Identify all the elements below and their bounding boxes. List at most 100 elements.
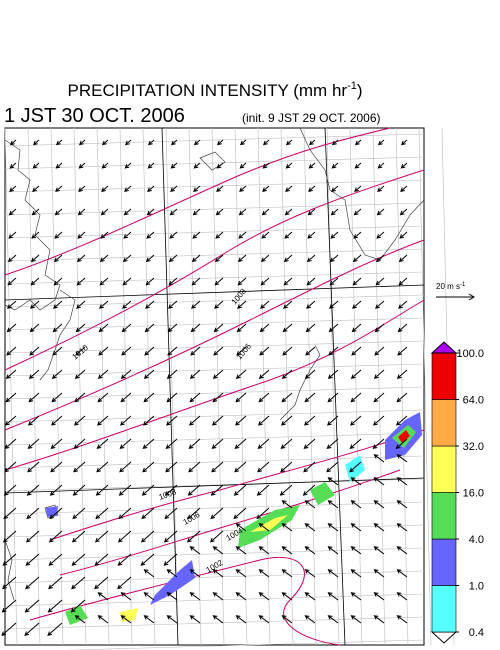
parallel bbox=[4, 409, 425, 423]
wind-arrow bbox=[235, 369, 247, 379]
wind-arrow bbox=[140, 530, 155, 543]
wind-arrow bbox=[261, 231, 270, 239]
wind-arrow bbox=[50, 415, 63, 426]
wind-arrow bbox=[143, 569, 155, 578]
parallel bbox=[4, 133, 425, 147]
wind-arrow bbox=[27, 415, 40, 426]
parallel bbox=[4, 248, 425, 262]
wind-arrow bbox=[257, 461, 270, 473]
wind-arrow bbox=[304, 546, 316, 555]
wind-arrow bbox=[374, 323, 385, 333]
wind-arrow bbox=[350, 392, 362, 403]
wind-arrow bbox=[351, 323, 362, 333]
wind-arrow bbox=[375, 300, 385, 309]
wind-arrow bbox=[308, 162, 316, 169]
wind-arrow bbox=[187, 484, 201, 496]
meridian bbox=[50, 127, 64, 646]
title-sup: -1 bbox=[347, 80, 357, 92]
wind-arrow bbox=[235, 592, 247, 601]
wind-arrow bbox=[25, 576, 40, 590]
wind-arrow bbox=[2, 553, 17, 566]
wind-arrow bbox=[146, 208, 155, 216]
wind-arrow bbox=[400, 185, 408, 193]
wind-arrow bbox=[24, 622, 40, 636]
wind-arrow bbox=[145, 300, 155, 309]
wind-arrow bbox=[281, 592, 293, 601]
wind-arrow bbox=[73, 415, 86, 426]
wind-arrow bbox=[262, 139, 270, 146]
wind-arrow bbox=[284, 208, 293, 216]
wind-arrow bbox=[331, 162, 339, 169]
wind-arrow bbox=[233, 507, 247, 520]
wind-arrow bbox=[237, 254, 247, 263]
wind-arrow bbox=[48, 576, 63, 590]
wind-arrow bbox=[147, 185, 155, 193]
colorbar-segment bbox=[431, 399, 457, 447]
wind-arrow bbox=[165, 415, 178, 426]
wind-arrow bbox=[373, 477, 385, 486]
wind-arrow bbox=[350, 523, 362, 532]
wind-arrow bbox=[51, 369, 63, 379]
wind-arrow bbox=[259, 346, 270, 356]
meridian bbox=[418, 127, 432, 646]
wind-arrow bbox=[99, 254, 109, 263]
wind-arrow bbox=[354, 162, 362, 169]
wind-arrow bbox=[373, 392, 385, 403]
colorbar-label: 100.0 bbox=[456, 348, 484, 360]
wind-scale-head bbox=[468, 293, 475, 301]
wind-arrow bbox=[55, 185, 63, 193]
wind-arrow bbox=[396, 592, 408, 601]
parallel bbox=[4, 501, 425, 515]
wind-arrow bbox=[117, 576, 132, 590]
wind-arrow bbox=[145, 254, 155, 263]
wind-arrow bbox=[4, 415, 17, 426]
wind-arrow bbox=[142, 461, 155, 473]
wind-arrow bbox=[170, 185, 178, 193]
wind-arrow bbox=[168, 277, 178, 286]
wind-arrow bbox=[147, 162, 155, 169]
wind-arrow bbox=[141, 484, 155, 496]
parallel bbox=[4, 524, 425, 538]
wind-arrow bbox=[76, 300, 86, 309]
wind-arrow bbox=[147, 139, 155, 146]
wind-arrow bbox=[304, 392, 316, 403]
wind-arrow bbox=[262, 162, 270, 169]
wind-arrow bbox=[373, 569, 385, 578]
wind-arrow bbox=[349, 438, 362, 450]
wind-arrow bbox=[256, 484, 270, 496]
wind-arrow bbox=[53, 254, 63, 263]
colorbar-label: 16.0 bbox=[463, 488, 484, 500]
wind-arrow bbox=[140, 553, 155, 566]
wind-arrow bbox=[189, 392, 201, 403]
wind-arrow bbox=[377, 185, 385, 193]
wind-arrow bbox=[304, 569, 316, 578]
wind-arrow bbox=[49, 507, 63, 520]
parallel bbox=[4, 294, 425, 308]
wind-arrow bbox=[54, 231, 63, 239]
wind-arrow bbox=[280, 438, 293, 450]
wind-arrow bbox=[396, 569, 408, 578]
wind-arrow bbox=[97, 392, 109, 403]
wind-arrow bbox=[52, 346, 63, 356]
colorbar-segment bbox=[431, 445, 457, 493]
wind-arrow bbox=[121, 346, 132, 356]
wind-arrow bbox=[193, 162, 201, 169]
wind-arrow bbox=[95, 484, 109, 496]
wind-arrow bbox=[2, 530, 17, 543]
wind-arrow bbox=[32, 139, 40, 146]
parallel bbox=[4, 363, 425, 377]
wind-arrow bbox=[283, 254, 293, 263]
wind-arrow bbox=[307, 231, 316, 239]
wind-arrow bbox=[53, 277, 63, 286]
wind-arrow bbox=[124, 139, 132, 146]
wind-arrow bbox=[124, 162, 132, 169]
wind-arrow bbox=[352, 254, 362, 263]
wind-arrow bbox=[122, 277, 132, 286]
wind-arrow bbox=[170, 162, 178, 169]
colorbar-label: 64.0 bbox=[463, 395, 484, 407]
wind-arrow bbox=[396, 546, 408, 555]
wind-arrow bbox=[279, 484, 293, 496]
wind-arrow bbox=[397, 323, 408, 333]
wind-arrow bbox=[119, 438, 132, 450]
wind-arrow bbox=[396, 523, 408, 532]
